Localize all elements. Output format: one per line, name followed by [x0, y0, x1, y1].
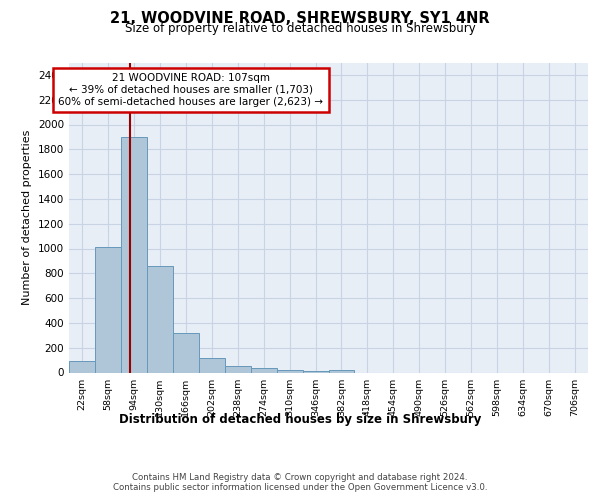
Bar: [251, 368, 277, 372]
Text: Size of property relative to detached houses in Shrewsbury: Size of property relative to detached ho…: [125, 22, 475, 35]
Bar: [121, 137, 147, 372]
Bar: [147, 266, 173, 372]
Bar: [224, 366, 251, 372]
Text: 21, WOODVINE ROAD, SHREWSBURY, SY1 4NR: 21, WOODVINE ROAD, SHREWSBURY, SY1 4NR: [110, 11, 490, 26]
Bar: [277, 370, 302, 372]
Y-axis label: Number of detached properties: Number of detached properties: [22, 130, 32, 305]
Bar: [173, 334, 199, 372]
Bar: [302, 370, 329, 372]
Bar: [329, 370, 355, 372]
Text: 21 WOODVINE ROAD: 107sqm
← 39% of detached houses are smaller (1,703)
60% of sem: 21 WOODVINE ROAD: 107sqm ← 39% of detach…: [58, 74, 323, 106]
Text: Contains HM Land Registry data © Crown copyright and database right 2024.: Contains HM Land Registry data © Crown c…: [132, 472, 468, 482]
Bar: [69, 360, 95, 372]
Text: Distribution of detached houses by size in Shrewsbury: Distribution of detached houses by size …: [119, 412, 481, 426]
Bar: [199, 358, 224, 372]
Bar: [95, 248, 121, 372]
Text: Contains public sector information licensed under the Open Government Licence v3: Contains public sector information licen…: [113, 482, 487, 492]
